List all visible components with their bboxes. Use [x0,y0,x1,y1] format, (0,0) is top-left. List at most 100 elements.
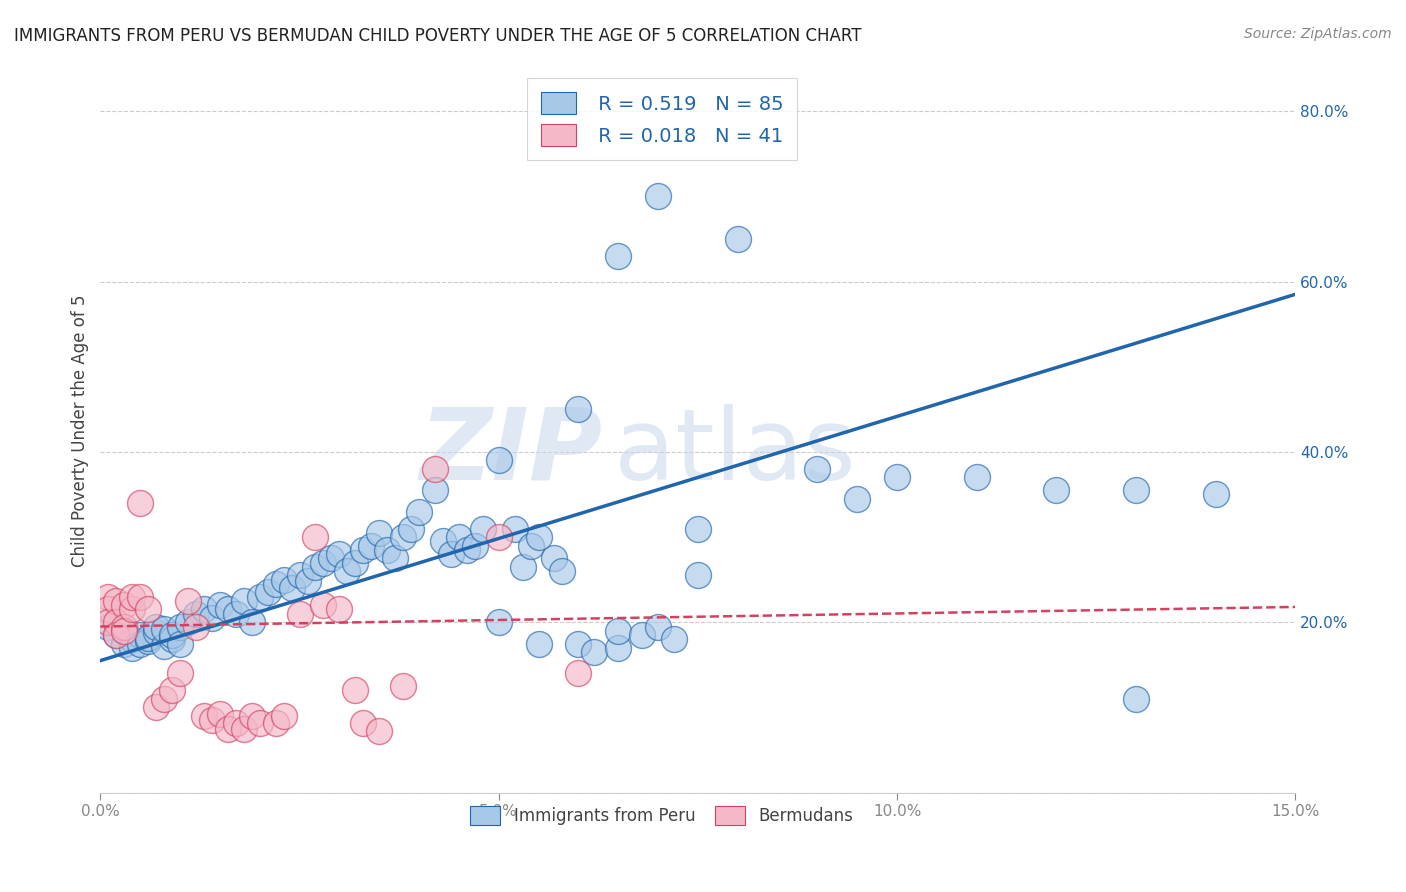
Point [201,713,224,727]
Text: IMMIGRANTS FROM PERU VS BERMUDAN CHILD POVERTY UNDER THE AGE OF 5 CORRELATION CH: IMMIGRANTS FROM PERU VS BERMUDAN CHILD P… [14,27,862,45]
Point [662,632,685,647]
Point [328,547,350,561]
Point [727,232,749,246]
Point [352,542,374,557]
Point [551,564,574,578]
Point [456,542,478,557]
Point [1125,692,1147,706]
Y-axis label: Child Poverty Under the Age of 5: Child Poverty Under the Age of 5 [72,294,89,566]
Point [567,636,589,650]
Point [886,470,908,484]
Point [169,666,191,681]
Point [201,611,224,625]
Point [686,568,709,582]
Point [121,602,143,616]
Point [567,402,589,417]
Point [97,590,120,604]
Point [966,470,988,484]
Point [232,722,254,736]
Point [399,522,422,536]
Point [312,556,335,570]
Point [647,619,669,633]
Point [105,615,128,630]
Point [193,602,215,616]
Point [129,496,152,510]
Point [432,534,454,549]
Text: atlas: atlas [614,404,856,500]
Point [336,564,359,578]
Point [352,715,374,730]
Point [384,551,406,566]
Point [97,619,120,633]
Point [145,619,167,633]
Point [607,624,630,638]
Point [217,602,239,616]
Point [471,522,494,536]
Point [121,632,143,647]
Point [1045,483,1067,498]
Point [806,462,828,476]
Point [153,622,176,636]
Point [280,581,302,595]
Point [288,607,311,621]
Point [328,602,350,616]
Point [153,639,176,653]
Point [368,724,391,739]
Point [240,709,263,723]
Point [288,568,311,582]
Point [177,594,200,608]
Point [368,525,391,540]
Point [631,628,654,642]
Point [184,619,207,633]
Point [97,602,120,616]
Point [184,607,207,621]
Point [112,599,135,613]
Point [264,715,287,730]
Point [193,709,215,723]
Legend: Immigrants from Peru, Bermudans: Immigrants from Peru, Bermudans [461,796,863,835]
Point [112,624,135,638]
Point [304,530,326,544]
Point [145,625,167,640]
Point [503,522,526,536]
Point [392,530,415,544]
Point [208,599,231,613]
Point [512,560,534,574]
Point [375,542,398,557]
Point [360,539,382,553]
Point [273,709,295,723]
Point [488,453,510,467]
Point [121,590,143,604]
Point [105,628,128,642]
Point [97,615,120,630]
Point [488,615,510,630]
Point [112,624,135,638]
Point [1125,483,1147,498]
Point [846,491,869,506]
Point [136,602,159,616]
Point [440,547,463,561]
Point [408,504,430,518]
Point [169,619,191,633]
Point [145,700,167,714]
Point [273,573,295,587]
Point [225,607,247,621]
Point [129,628,152,642]
Point [112,636,135,650]
Point [249,715,271,730]
Point [129,636,152,650]
Point [160,632,183,647]
Text: ZIP: ZIP [419,404,602,500]
Point [153,692,176,706]
Point [464,539,486,553]
Point [136,634,159,648]
Point [105,594,128,608]
Point [527,636,550,650]
Point [297,574,319,589]
Point [121,640,143,655]
Point [607,249,630,263]
Point [105,628,128,642]
Point [567,666,589,681]
Point [217,722,239,736]
Point [225,715,247,730]
